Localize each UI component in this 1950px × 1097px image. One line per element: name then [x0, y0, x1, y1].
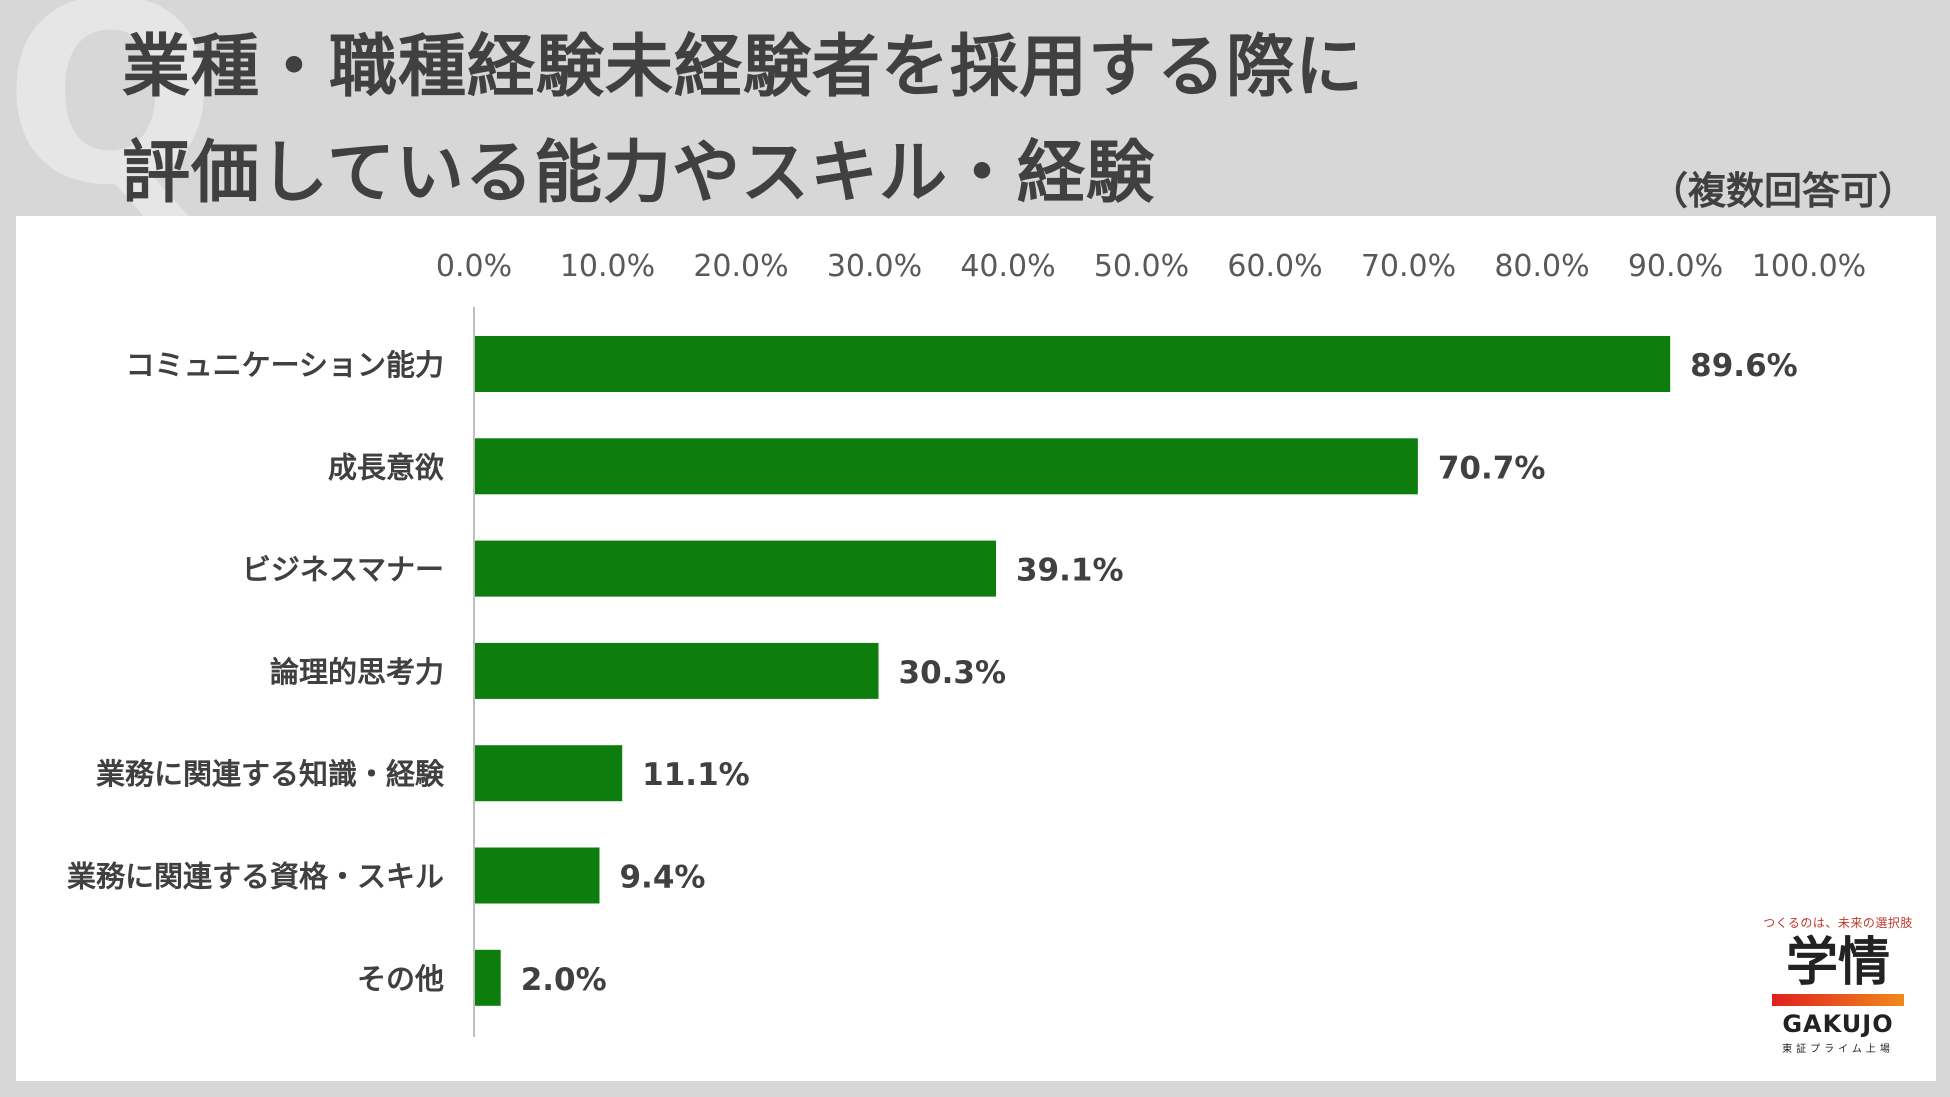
bar-chart: 0.0% 10.0% 20.0% 30.0% 40.0% 50.0% 60.0% 70.0% 8…	[67, 249, 1866, 1037]
chart-title-line1: 業種・職種経験未経験者を採用する際に	[122, 28, 1365, 107]
x-tick-label: 80.0%	[1494, 249, 1589, 284]
category-label: 論理的思考力	[270, 655, 444, 689]
bar	[475, 949, 501, 1006]
chart-title-line2: 評価している能力やスキル・経験	[122, 134, 1155, 213]
brand-logo-bar	[1772, 994, 1904, 1007]
x-tick-label: 30.0%	[827, 249, 922, 284]
x-tick-label: 50.0%	[1094, 249, 1189, 284]
value-label: 70.7%	[1438, 450, 1546, 486]
multiple-answer-note: （複数回答可）	[1649, 169, 1916, 213]
bar	[475, 745, 623, 802]
bar	[475, 847, 600, 904]
value-label: 9.4%	[619, 860, 705, 896]
category-label: 成長意欲	[328, 450, 444, 484]
category-label: 業務に関連する資格・スキル	[67, 860, 444, 894]
value-label: 30.3%	[899, 655, 1007, 691]
x-tick-label: 90.0%	[1628, 249, 1723, 284]
category-label: ビジネスマナー	[242, 553, 444, 587]
value-label: 11.1%	[642, 757, 750, 793]
x-tick-label: 100.0%	[1752, 249, 1866, 284]
value-label: 2.0%	[521, 962, 607, 998]
x-tick-label: 70.0%	[1361, 249, 1456, 284]
bar	[475, 438, 1418, 495]
brand-subtitle: 東証プライム上場	[1782, 1044, 1894, 1056]
bar	[475, 540, 996, 597]
category-label: コミュニケーション能力	[126, 348, 444, 382]
brand-name: GAKUJO	[1782, 1010, 1894, 1039]
x-tick-label: 60.0%	[1227, 249, 1322, 284]
brand-tagline: つくるのは、未来の選択肢	[1763, 916, 1913, 930]
x-tick-label: 10.0%	[560, 249, 655, 284]
value-label: 89.6%	[1690, 348, 1798, 384]
question-mark-watermark: Q	[4, 0, 217, 240]
chart-panel: 0.0% 10.0% 20.0% 30.0% 40.0% 50.0% 60.0% 70.0% 8…	[16, 216, 1936, 1081]
brand-logo-mark: 学情	[1785, 933, 1890, 993]
gakujo-logo: つくるのは、未来の選択肢 学情 GAKUJO 東証プライム上場	[1758, 914, 1918, 1055]
x-tick-label: 0.0%	[436, 249, 512, 284]
value-label: 39.1%	[1016, 553, 1124, 589]
x-tick-label: 20.0%	[693, 249, 788, 284]
bar	[475, 336, 1671, 392]
bar	[475, 642, 879, 699]
category-label: その他	[357, 962, 444, 996]
x-tick-label: 40.0%	[960, 249, 1055, 284]
category-label: 業務に関連する知識・経験	[96, 757, 445, 791]
